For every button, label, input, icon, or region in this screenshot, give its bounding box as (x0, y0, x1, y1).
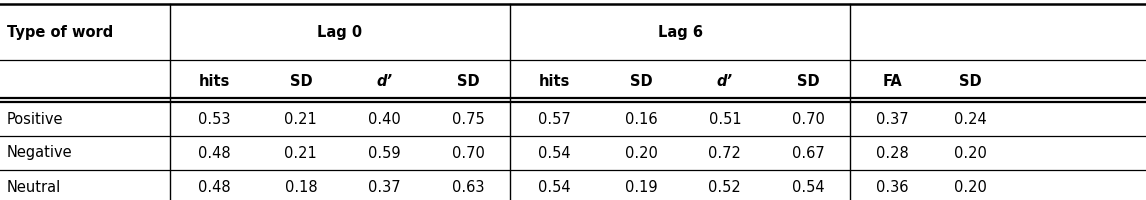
Text: d’: d’ (377, 73, 392, 88)
Text: Negative: Negative (7, 146, 72, 161)
Text: 0.16: 0.16 (625, 112, 658, 127)
Text: 0.48: 0.48 (198, 146, 230, 161)
Text: 0.18: 0.18 (284, 180, 317, 194)
Text: 0.54: 0.54 (792, 180, 825, 194)
Text: 0.51: 0.51 (708, 112, 741, 127)
Text: 0.20: 0.20 (625, 146, 658, 161)
Text: hits: hits (198, 73, 230, 88)
Text: 0.40: 0.40 (368, 112, 401, 127)
Text: 0.53: 0.53 (198, 112, 230, 127)
Text: 0.70: 0.70 (792, 112, 825, 127)
Text: SD: SD (290, 73, 312, 88)
Text: 0.36: 0.36 (876, 180, 909, 194)
Text: 0.54: 0.54 (539, 146, 571, 161)
Text: 0.20: 0.20 (953, 146, 987, 161)
Text: hits: hits (539, 73, 571, 88)
Text: 0.57: 0.57 (539, 112, 571, 127)
Text: 0.52: 0.52 (708, 180, 741, 194)
Text: 0.37: 0.37 (876, 112, 909, 127)
Text: SD: SD (457, 73, 479, 88)
Text: 0.20: 0.20 (953, 180, 987, 194)
Text: 0.67: 0.67 (792, 146, 825, 161)
Text: Type of word: Type of word (7, 24, 113, 40)
Text: Lag 0: Lag 0 (317, 24, 362, 40)
Text: 0.21: 0.21 (284, 112, 317, 127)
Text: 0.54: 0.54 (539, 180, 571, 194)
Text: Positive: Positive (7, 112, 63, 127)
Text: 0.75: 0.75 (452, 112, 485, 127)
Text: 0.63: 0.63 (452, 180, 485, 194)
Text: 0.19: 0.19 (625, 180, 658, 194)
Text: 0.59: 0.59 (368, 146, 401, 161)
Text: 0.24: 0.24 (953, 112, 987, 127)
Text: 0.72: 0.72 (708, 146, 741, 161)
Text: 0.48: 0.48 (198, 180, 230, 194)
Text: SD: SD (630, 73, 652, 88)
Text: FA: FA (882, 73, 902, 88)
Text: Neutral: Neutral (7, 180, 61, 194)
Text: 0.28: 0.28 (876, 146, 909, 161)
Text: SD: SD (959, 73, 981, 88)
Text: d’: d’ (717, 73, 732, 88)
Text: SD: SD (798, 73, 819, 88)
Text: 0.21: 0.21 (284, 146, 317, 161)
Text: 0.37: 0.37 (368, 180, 401, 194)
Text: Lag 6: Lag 6 (658, 24, 702, 40)
Text: 0.70: 0.70 (452, 146, 485, 161)
